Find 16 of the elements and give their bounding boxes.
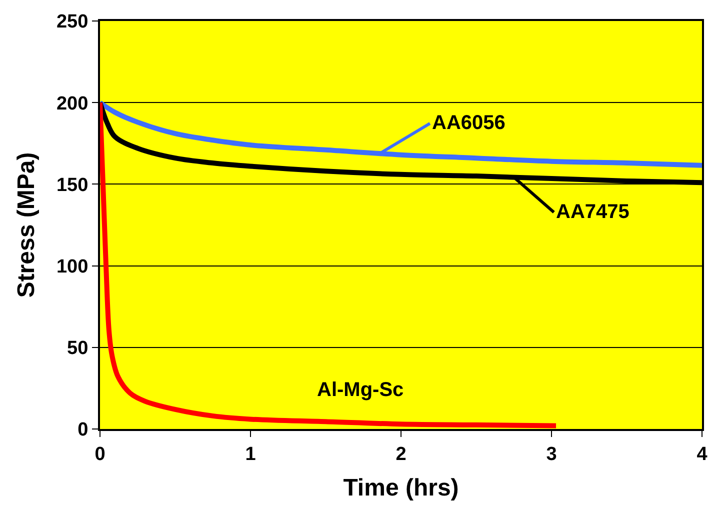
y-tick-label: 50 bbox=[67, 338, 88, 360]
y-tick-label: 100 bbox=[56, 256, 88, 278]
y-tick-label: 250 bbox=[56, 12, 88, 33]
y-tick-label: 150 bbox=[56, 174, 88, 196]
x-tick-label: 2 bbox=[396, 444, 406, 465]
y-axis-title: Stress (MPa) bbox=[13, 152, 40, 298]
x-tick-label: 3 bbox=[546, 444, 557, 465]
x-tick-label: 1 bbox=[245, 444, 256, 465]
series-label: AA7475 bbox=[556, 201, 630, 223]
x-tick-label: 4 bbox=[696, 444, 708, 465]
y-tick-label: 200 bbox=[56, 93, 88, 114]
x-axis-title: Time (hrs) bbox=[343, 474, 459, 502]
series-label: Al-Mg-Sc bbox=[317, 379, 404, 401]
series-label: AA6056 bbox=[432, 112, 506, 134]
y-tick-label: 0 bbox=[78, 420, 88, 441]
x-tick-label: 0 bbox=[94, 444, 106, 465]
